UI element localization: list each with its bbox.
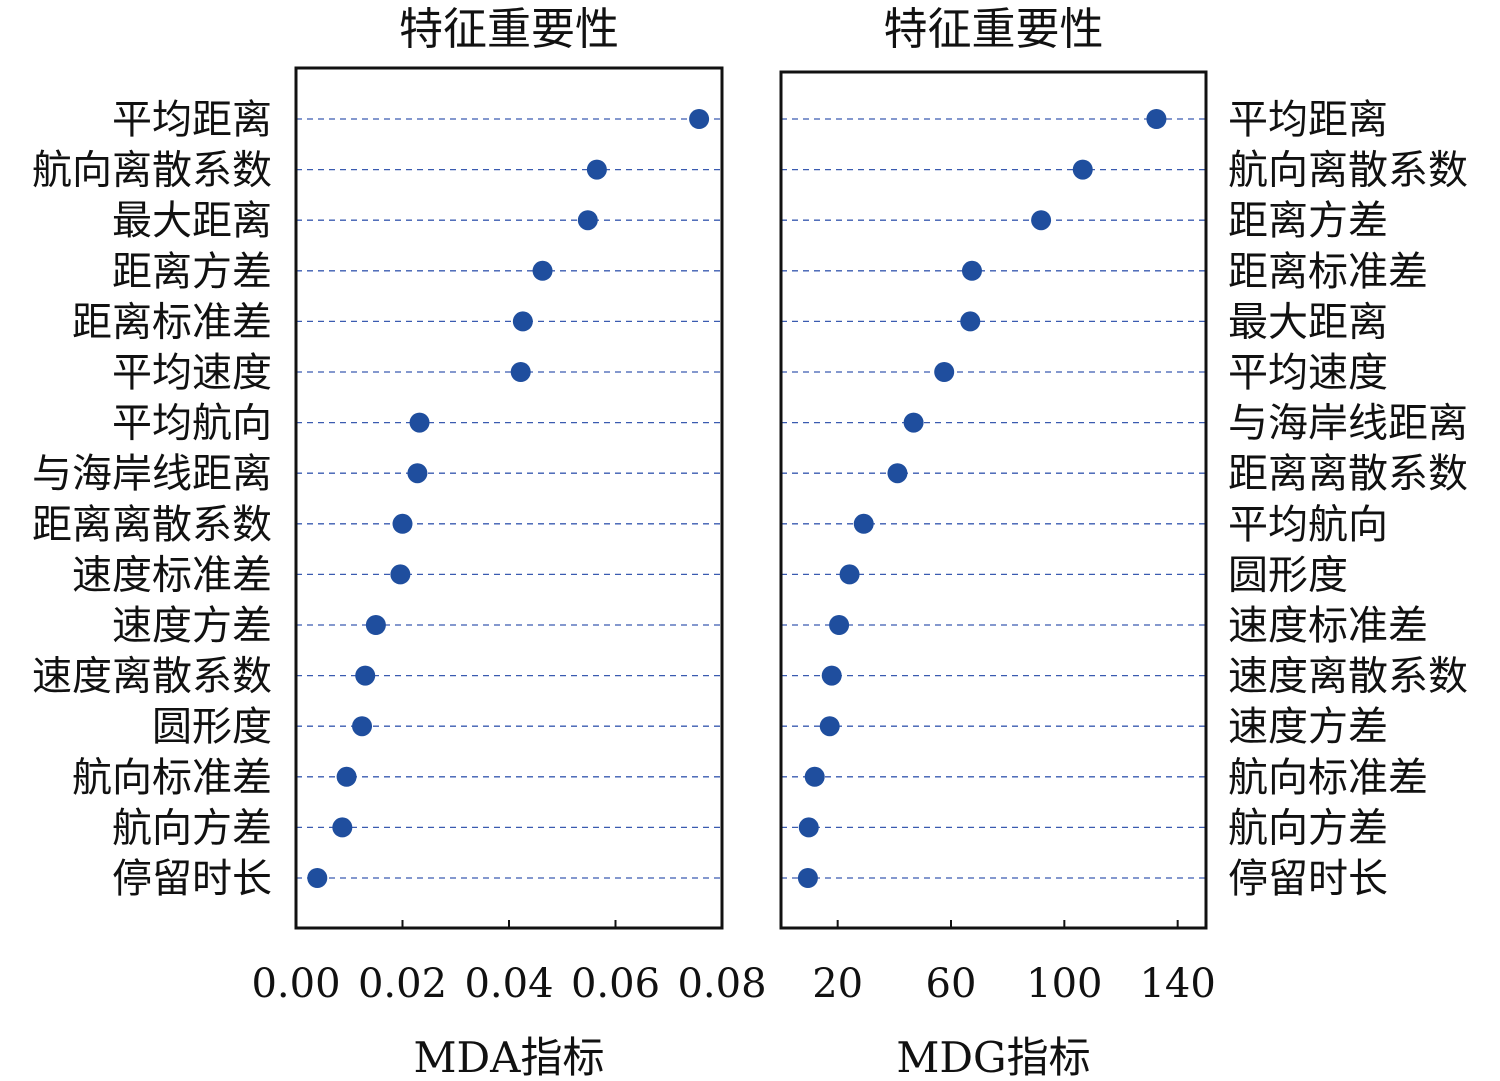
feature-label: 平均速度 [112,350,272,396]
feature-label: 速度标准差 [1228,603,1428,649]
feature-label: 距离离散系数 [32,502,272,548]
importance-point [798,817,819,838]
x-tick-label: 0.04 [464,961,553,1007]
feature-label: 航向标准差 [72,755,272,801]
importance-point [819,716,840,737]
feature-label: 圆形度 [1228,552,1348,598]
importance-point [355,665,376,686]
feature-label: 航向离散系数 [1228,148,1468,194]
importance-point [365,615,386,635]
importance-point [390,564,411,585]
feature-label: 速度方差 [1228,704,1388,750]
importance-point [510,362,531,382]
plot-frame [779,70,1208,930]
importance-point [934,362,955,382]
feature-label: 停留时长 [112,856,272,902]
importance-point [1031,210,1052,231]
feature-label: 距离标准差 [72,299,272,345]
importance-point [577,210,598,231]
importance-point [307,868,328,888]
importance-point [532,260,553,281]
feature-label: 速度离散系数 [1228,654,1468,700]
importance-point [961,260,982,281]
x-tick-label: 100 [1026,961,1102,1007]
feature-label: 航向标准差 [1228,755,1428,801]
feature-label: 与海岸线距离 [1228,401,1468,447]
importance-point [960,311,981,332]
feature-label: 距离方差 [1228,198,1388,244]
x-axis-label: MDG指标 [896,1033,1090,1081]
feature-label: 平均航向 [112,401,272,447]
feature-label: 圆形度 [152,704,272,750]
importance-point [689,109,710,129]
plot-frame [294,66,724,930]
importance-point [332,817,353,838]
feature-label: 航向方差 [112,805,272,851]
importance-point [352,716,373,737]
x-tick-label: 20 [812,961,863,1007]
importance-point [804,766,825,787]
feature-label: 距离方差 [112,249,272,295]
importance-point [409,412,430,433]
feature-label: 速度离散系数 [32,654,272,700]
importance-point [903,412,924,433]
importance-point [407,463,428,484]
x-axis-label: MDA指标 [413,1033,604,1081]
feature-label: 平均航向 [1228,502,1388,548]
feature-label: 距离标准差 [1228,249,1428,295]
feature-label: 最大距离 [1228,299,1388,345]
x-tick-label: 0.02 [358,961,447,1007]
importance-point [1146,109,1167,129]
feature-label: 平均距离 [1228,97,1388,143]
feature-label: 与海岸线距离 [32,451,272,497]
importance-point [1072,159,1093,180]
importance-point [829,615,850,635]
feature-label: 航向离散系数 [32,148,272,194]
mda-panel: 特征重要性平均距离航向离散系数最大距离距离方差距离标准差平均速度平均航向与海岸线… [32,4,767,1081]
importance-point [853,513,874,534]
importance-point [586,159,607,180]
x-tick-label: 0.06 [571,961,660,1007]
feature-label: 最大距离 [112,198,272,244]
importance-point [797,868,818,888]
panel-title: 特征重要性 [884,4,1104,55]
panel-title: 特征重要性 [399,4,619,55]
mdg-panel: 特征重要性平均距离航向离散系数距离方差距离标准差最大距离平均速度与海岸线距离距离… [779,4,1468,1081]
feature-label: 速度标准差 [72,552,272,598]
x-tick-label: 140 [1139,961,1215,1007]
feature-label: 速度方差 [112,603,272,649]
feature-label: 航向方差 [1228,805,1388,851]
feature-label: 停留时长 [1228,856,1388,902]
importance-point [839,564,860,585]
x-tick-label: 0.00 [251,961,340,1007]
importance-point [392,513,413,534]
importance-point [821,665,842,686]
feature-label: 平均距离 [112,97,272,143]
importance-point [887,463,908,484]
importance-point [512,311,533,332]
feature-label: 平均速度 [1228,350,1388,396]
x-tick-label: 0.08 [677,961,766,1007]
importance-point [336,766,357,787]
x-tick-label: 60 [926,961,977,1007]
feature-label: 距离离散系数 [1228,451,1468,497]
